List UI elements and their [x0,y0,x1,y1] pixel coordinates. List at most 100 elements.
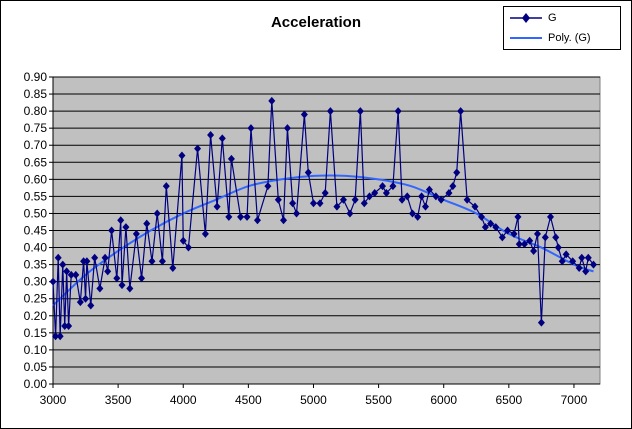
data-point-g [498,233,506,242]
legend-label-poly: Poly. (G) [548,32,591,44]
data-point-g [237,212,245,221]
data-point-g [578,253,586,262]
x-tick-label: 4000 [170,393,197,407]
y-tick-label: 0.15 [24,326,48,340]
data-point-g [575,264,583,273]
y-tick-label: 0.25 [24,292,48,306]
data-point-g [477,212,485,221]
data-point-g [321,188,329,197]
data-point-g [584,253,592,262]
data-point-g [398,195,406,204]
x-tick-label: 4500 [235,393,262,407]
legend-trendline-swatch [510,37,542,39]
data-point-g [533,229,541,238]
legend-item-poly: Poly. (G) [508,29,618,47]
y-tick-label: 0.05 [24,360,48,374]
data-point-g [118,281,126,290]
legend-item-g: G [508,9,618,27]
data-point-g [153,209,161,218]
data-point-g [207,130,215,139]
x-tick-label: 6500 [495,393,522,407]
data-point-g [379,182,387,191]
data-point-g [101,253,109,262]
data-point-g [126,284,134,293]
data-point-g [52,332,60,341]
data-point-g [510,229,518,238]
data-point-g [194,144,202,153]
y-tick-label: 0.20 [24,309,48,323]
y-tick-label: 0.75 [24,121,48,135]
y-tick-label: 0.80 [24,104,48,118]
data-point-g [351,195,359,204]
y-tick-label: 0.70 [24,138,48,152]
data-point-g [554,243,562,252]
data-point-g [96,284,104,293]
data-point-g [449,182,457,191]
data-point-g [316,199,324,208]
data-point-g [104,267,112,276]
data-point-g [201,229,209,238]
data-point-g [504,226,512,235]
data-point-g [515,240,523,249]
data-point-g [76,298,84,307]
y-tick-label: 0.90 [24,70,48,84]
data-point-g [492,223,500,232]
data-point-g [225,212,233,221]
data-point-g [179,236,187,245]
data-point-g [304,168,312,177]
data-point-g [418,192,426,201]
data-point-g [437,195,445,204]
data-point-g [117,216,125,225]
data-point-g [394,107,402,116]
data-point-g [514,212,522,221]
data-point-g [91,253,99,262]
data-point-g [558,257,566,266]
x-tick-label: 5500 [365,393,392,407]
data-point-g [65,322,73,331]
data-point-g [274,195,282,204]
data-point-g [67,270,75,279]
data-point-g [59,260,67,269]
x-tick-labels: 3000 3500 4000 4500 5000 5500 6000 6500 7000 [40,393,588,407]
y-tick-label: 0.85 [24,87,48,101]
data-point-g [300,110,308,119]
data-point-g [213,202,221,211]
data-point-g [158,257,166,266]
data-point-g [218,134,226,143]
x-tick-label: 6000 [430,393,457,407]
data-point-g [421,202,429,211]
data-point-g [83,257,91,266]
data-point-g [63,267,71,276]
data-point-g [589,260,597,269]
x-tick-label: 3500 [105,393,132,407]
data-point-g [569,257,577,266]
legend-marker-diamond [510,13,542,23]
data-point-g [280,216,288,225]
data-point-g [82,294,90,303]
data-point-g [457,107,465,116]
data-point-g [132,229,140,238]
y-tick-label: 0.40 [24,241,48,255]
y-tick-label: 0.55 [24,189,48,203]
data-point-g [471,202,479,211]
data-point-g [582,267,590,276]
data-point-g [520,240,528,249]
data-point-g [243,212,251,221]
data-point-g [403,192,411,201]
data-point-g [463,195,471,204]
data-point-g [108,226,116,235]
y-tick-label: 0.30 [24,275,48,289]
y-tick-labels: 0.00 0.05 0.10 0.15 0.20 0.25 0.30 0.35 0.40 0.45… [24,70,48,391]
data-point-g [389,182,397,191]
data-point-g [432,192,440,201]
data-point-g [253,216,261,225]
data-point-g [264,182,272,191]
data-point-g [346,209,354,218]
y-tick-label: 0.50 [24,206,48,220]
data-point-g [56,332,64,341]
data-point-g [169,264,177,273]
data-point-g [371,188,379,197]
data-point-g [138,274,146,283]
x-tick-label: 7000 [561,393,588,407]
